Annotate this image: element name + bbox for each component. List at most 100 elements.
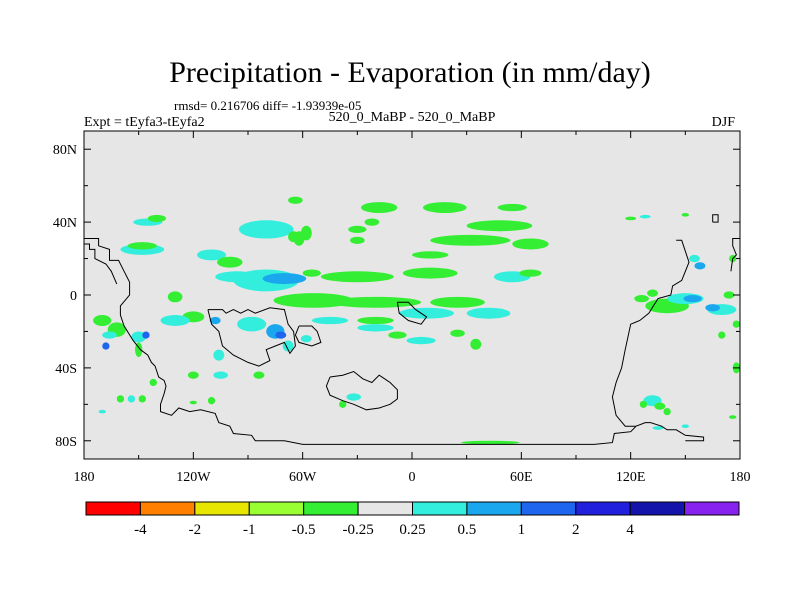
anomaly-patch [461, 440, 520, 445]
anomaly-patch [131, 331, 146, 343]
anomaly-patch [625, 216, 637, 221]
anomaly-patch [681, 424, 689, 429]
coastlines [84, 214, 740, 445]
colorbar-label: -0.25 [342, 522, 373, 538]
center-label: 520_0_MaBP - 520_0_MaBP [329, 110, 496, 125]
anomaly-patch [681, 213, 689, 217]
anomaly-patch [209, 316, 221, 325]
anomaly-patch [138, 395, 146, 403]
anomaly-patch [364, 218, 380, 226]
anomaly-patch [98, 409, 106, 414]
x-tick-label: 120E [616, 470, 646, 485]
anomaly-patch [683, 295, 702, 303]
anomaly-patch [207, 397, 216, 405]
anomaly-patch [302, 269, 321, 277]
anomaly-patch [348, 225, 367, 234]
colorbar-label: 0.25 [399, 522, 425, 538]
coastline [611, 239, 690, 427]
map-plot: 180 120W 60W 0 60E 120E 180 80N 40N 0 40S 80S [53, 130, 751, 485]
anomaly-patch [718, 331, 726, 339]
colorbar-label: 0.5 [458, 522, 477, 538]
anomaly-patch [116, 395, 125, 403]
anomaly-patch [93, 315, 112, 326]
colorbar-swatch [303, 501, 359, 516]
anomaly-patch [320, 271, 394, 283]
anomaly-patch [135, 342, 143, 357]
anomaly-patch [102, 342, 110, 350]
anomaly-patch [399, 307, 454, 319]
anomaly-patch [497, 203, 527, 212]
x-tick-label: 120W [176, 470, 211, 485]
anomaly-patch [288, 196, 303, 204]
anomaly-patch [262, 273, 307, 285]
anomaly-patch [160, 315, 190, 326]
anomaly-patch [688, 254, 700, 263]
x-tick-label: 0 [409, 470, 416, 485]
y-tick-label: 0 [70, 289, 77, 304]
coastline [325, 370, 398, 411]
anomaly-patch [213, 371, 228, 379]
stats-line: rmsd= 0.216706 diff= -1.93939e-05 [174, 98, 361, 113]
anomaly-patch [406, 336, 436, 345]
colorbar-label: 4 [626, 522, 634, 538]
colorbar-swatch [412, 501, 468, 516]
colorbar-label: -2 [189, 522, 202, 538]
anomaly-patch [238, 220, 294, 239]
anomaly-patch [663, 407, 671, 416]
anomaly-patch [339, 400, 347, 408]
anomaly-patch [360, 202, 398, 214]
anomaly-field [93, 196, 740, 445]
anomaly-patch [357, 324, 394, 332]
colorbar-swatch [139, 501, 196, 516]
x-axis: 180 120W 60W 0 60E 120E 180 [74, 131, 751, 485]
x-tick-label: 60W [289, 470, 317, 485]
colorbar-label: 1 [518, 522, 526, 538]
anomaly-patch [732, 320, 740, 328]
colorbar-swatch [194, 501, 250, 516]
anomaly-patch [187, 371, 199, 379]
anomaly-patch [634, 295, 649, 303]
anomaly-patch [357, 316, 394, 325]
y-tick-label: 40N [53, 216, 77, 231]
anomaly-patch [142, 331, 150, 339]
colorbar-swatch [629, 501, 686, 516]
anomaly-patch [102, 331, 117, 339]
anomaly-patch [167, 291, 183, 303]
anomaly-patch [127, 242, 157, 250]
anomaly-patch [430, 234, 511, 246]
anomaly-patch [654, 402, 666, 410]
colorbar-swatch [357, 501, 414, 516]
anomaly-patch [470, 338, 482, 350]
anomaly-patch [237, 316, 267, 332]
anomaly-patch [402, 267, 458, 279]
x-tick-label: 180 [730, 470, 751, 485]
anomaly-patch [430, 296, 485, 308]
colorbar: -4 -2 -1 -0.5 -0.25 0.25 0.5 1 2 4 [85, 501, 740, 538]
anomaly-patch [729, 415, 737, 419]
anomaly-patch [466, 307, 511, 319]
coastline [84, 238, 705, 445]
plot-background [84, 131, 740, 459]
coastline [207, 307, 296, 367]
colorbar-swatch [85, 501, 141, 516]
anomaly-patch [652, 426, 664, 430]
coastline [712, 214, 719, 223]
anomaly-patch [422, 202, 467, 214]
anomaly-patch [253, 371, 265, 379]
anomaly-patch [217, 256, 243, 268]
anomaly-patch [705, 304, 720, 312]
anomaly-patch [694, 262, 706, 270]
anomaly-patch [196, 249, 227, 261]
y-axis: 80N 40N 0 40S 80S [53, 143, 740, 450]
anomaly-patch [149, 378, 157, 387]
x-tick-label: 60E [510, 470, 533, 485]
anomaly-patch [275, 331, 287, 339]
left-label: Expt = tEyfa3-tEyfa2 [84, 115, 205, 130]
coastline [84, 243, 118, 285]
anomaly-patch [466, 220, 533, 232]
colorbar-label: -0.5 [292, 522, 316, 538]
colorbar-swatch [520, 501, 577, 516]
anomaly-patch [388, 331, 407, 339]
anomaly-patch [723, 291, 735, 299]
x-tick-label: 180 [74, 470, 95, 485]
